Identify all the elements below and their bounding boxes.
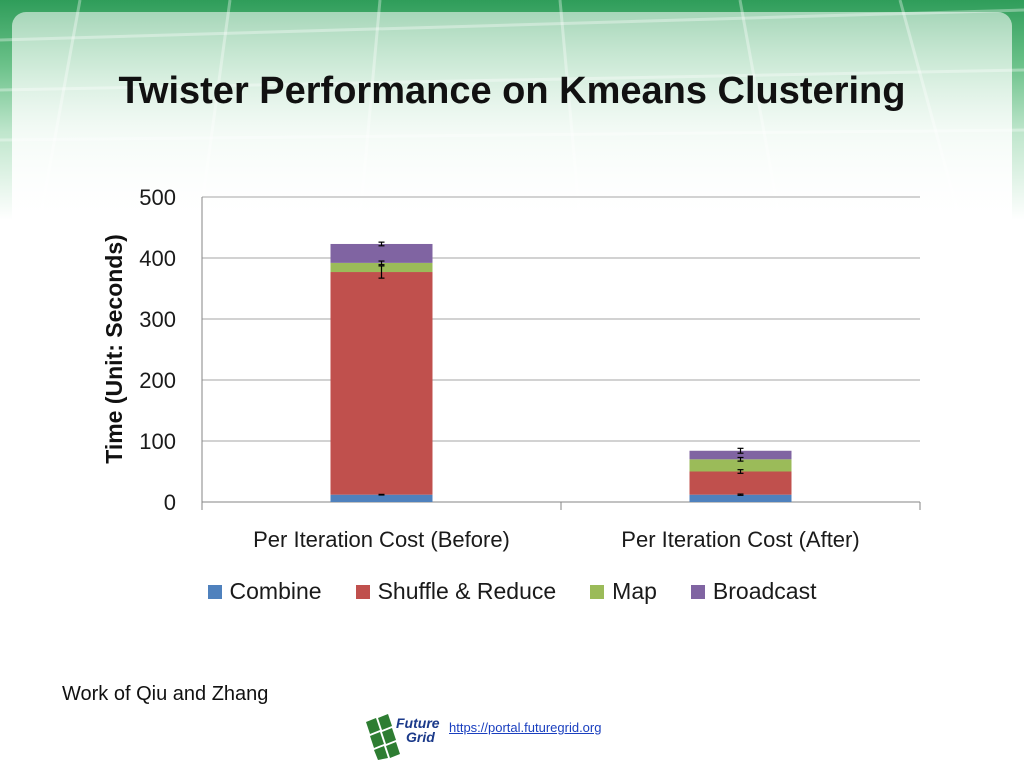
slide-panel [12,12,1012,758]
legend-item: Map [590,578,657,605]
legend-swatch [355,584,370,599]
legend-swatch [590,584,605,599]
bar-segment-broadcast [689,450,792,460]
x-tick-label: Per Iteration Cost (After) [621,527,859,552]
bar-segment-broadcast [330,243,433,263]
legend-item: Shuffle & Reduce [355,578,557,605]
y-tick-label: 100 [139,429,176,454]
slide-title: Twister Performance on Kmeans Clustering [118,70,906,112]
credit-text: Work of Qiu and Zhang [62,683,269,705]
y-tick-label: 200 [139,368,176,393]
logo-text-line1: Future [396,715,440,731]
y-tick-label: 400 [139,246,176,271]
bar-segment-combine [330,494,433,502]
bar-segment-combine [689,494,792,502]
legend-swatch [207,584,222,599]
futuregrid-logo: Future Grid [366,714,440,760]
bar-segment-map [689,459,792,472]
y-axis-title: Time (Unit: Seconds) [101,234,127,464]
bar-segment-shuffle-reduce [330,272,433,495]
bar-segment-shuffle-reduce [689,471,792,495]
y-tick-label: 0 [164,490,176,515]
legend-item: Combine [207,578,322,605]
logo-text-line2: Grid [406,729,435,745]
legend-label: Broadcast [712,578,817,604]
legend-label: Map [612,578,657,604]
legend-label: Shuffle & Reduce [377,578,557,604]
x-tick-label: Per Iteration Cost (Before) [253,527,510,552]
chart-legend: Combine Shuffle & Reduce Map Broadcast [0,578,1024,605]
legend-item: Broadcast [690,578,817,605]
y-tick-label: 500 [139,185,176,210]
legend-label: Combine [229,578,322,604]
portal-link[interactable]: https://portal.futuregrid.org [449,720,602,735]
y-tick-label: 300 [139,307,176,332]
legend-swatch [690,584,705,599]
